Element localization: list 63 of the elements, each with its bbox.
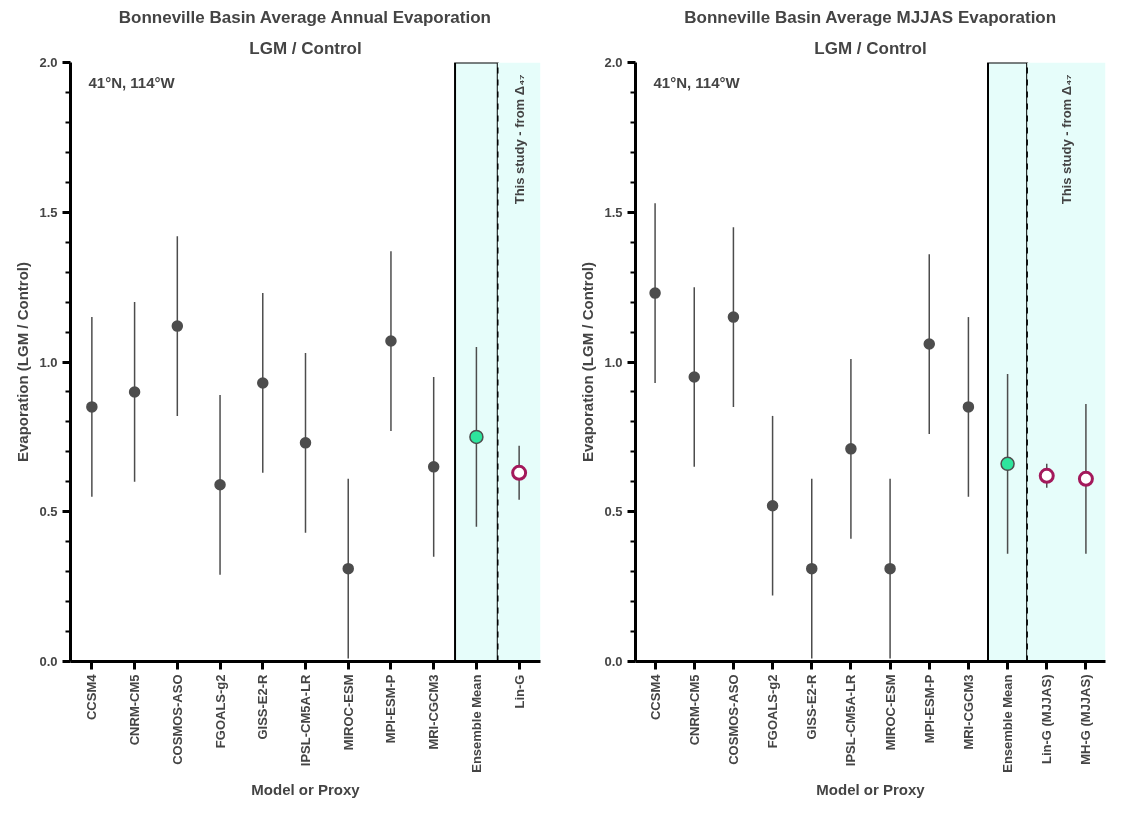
- chart-subtitle: LGM / Control: [814, 38, 927, 58]
- y-axis-title: Evaporation (LGM / Control): [14, 261, 32, 462]
- point: [86, 401, 98, 413]
- x-tick-label: CNRM-CM5: [127, 674, 143, 746]
- y-tick-label: 0.5: [39, 504, 58, 520]
- x-tick-label: MRI-CGCM3: [426, 674, 442, 750]
- x-tick-label: COSMOS-ASO: [169, 674, 185, 765]
- point: [171, 320, 184, 332]
- x-axis-title: Model or Proxy: [251, 780, 361, 798]
- point: [128, 386, 141, 398]
- point: [845, 443, 857, 455]
- y-axis-title: Evaporation (LGM / Control): [579, 261, 597, 462]
- point: [649, 287, 661, 299]
- point: [727, 311, 740, 323]
- point: [766, 500, 779, 512]
- x-tick-label: Ensemble Mean: [468, 674, 484, 773]
- y-tick-label: 1.5: [604, 204, 623, 220]
- x-tick-label: MPI-ESM-P: [383, 674, 399, 744]
- x-tick-label: Lin-G: [511, 674, 527, 709]
- point: [214, 479, 226, 491]
- point: [962, 401, 975, 413]
- annotation: 41°N, 114°W: [88, 74, 176, 92]
- point: [342, 562, 354, 575]
- point: [385, 335, 397, 347]
- x-tick-label: GISS-E2-R: [255, 673, 271, 740]
- chart-title: Bonneville Basin Average Annual Evaporation: [118, 7, 491, 27]
- x-axis-title: Model or Proxy: [816, 780, 926, 798]
- point: [884, 562, 896, 575]
- chart-subtitle: LGM / Control: [249, 38, 362, 58]
- y-tick-label: 1.0: [604, 354, 623, 370]
- y-tick-label: 0.0: [39, 654, 58, 669]
- point: [688, 371, 700, 383]
- annotation: 41°N, 114°W: [653, 74, 741, 92]
- x-tick-label: MIROC-ESM: [882, 674, 898, 751]
- x-tick-label: MIROC-ESM: [340, 674, 356, 751]
- y-tick-label: 0.0: [604, 654, 623, 669]
- point: [257, 377, 269, 389]
- x-tick-label: CCSM4: [647, 673, 663, 721]
- x-tick-label: FGOALS-g2: [212, 674, 228, 749]
- x-tick-label: IPSL-CM5A-LR: [298, 673, 313, 767]
- x-tick-label: Ensemble Mean: [1000, 674, 1016, 773]
- point: [923, 338, 935, 350]
- x-tick-label: COSMOS-ASO: [725, 674, 741, 765]
- x-tick-label: MRI-CGCM3: [960, 674, 976, 750]
- y-tick-label: 2.0: [39, 55, 58, 70]
- y-tick-label: 1.0: [39, 354, 58, 370]
- x-tick-label: IPSL-CM5A-LR: [843, 673, 859, 767]
- band-label: This study - from Δ₄₇: [1058, 74, 1074, 205]
- x-tick-label: CCSM4: [84, 673, 100, 721]
- x-tick-label: Lin-G (MJJAS): [1039, 674, 1055, 765]
- x-tick-label: MPI-ESM-P: [921, 674, 937, 744]
- point: [427, 461, 440, 473]
- chart-title: Bonneville Basin Average MJJAS Evaporation: [684, 7, 1057, 27]
- x-tick-label: FGOALS-g2: [765, 674, 781, 749]
- point: [806, 562, 818, 575]
- x-tick-label: GISS-E2-R: [804, 673, 820, 740]
- band-label: This study - from Δ₄₇: [511, 74, 527, 205]
- y-tick-label: 0.5: [604, 504, 623, 520]
- y-tick-label: 1.5: [39, 204, 58, 220]
- y-tick-label: 2.0: [604, 55, 623, 70]
- point: [299, 437, 312, 449]
- x-tick-label: CNRM-CM5: [686, 674, 702, 746]
- x-tick-label: MH-G (MJJAS): [1078, 674, 1094, 765]
